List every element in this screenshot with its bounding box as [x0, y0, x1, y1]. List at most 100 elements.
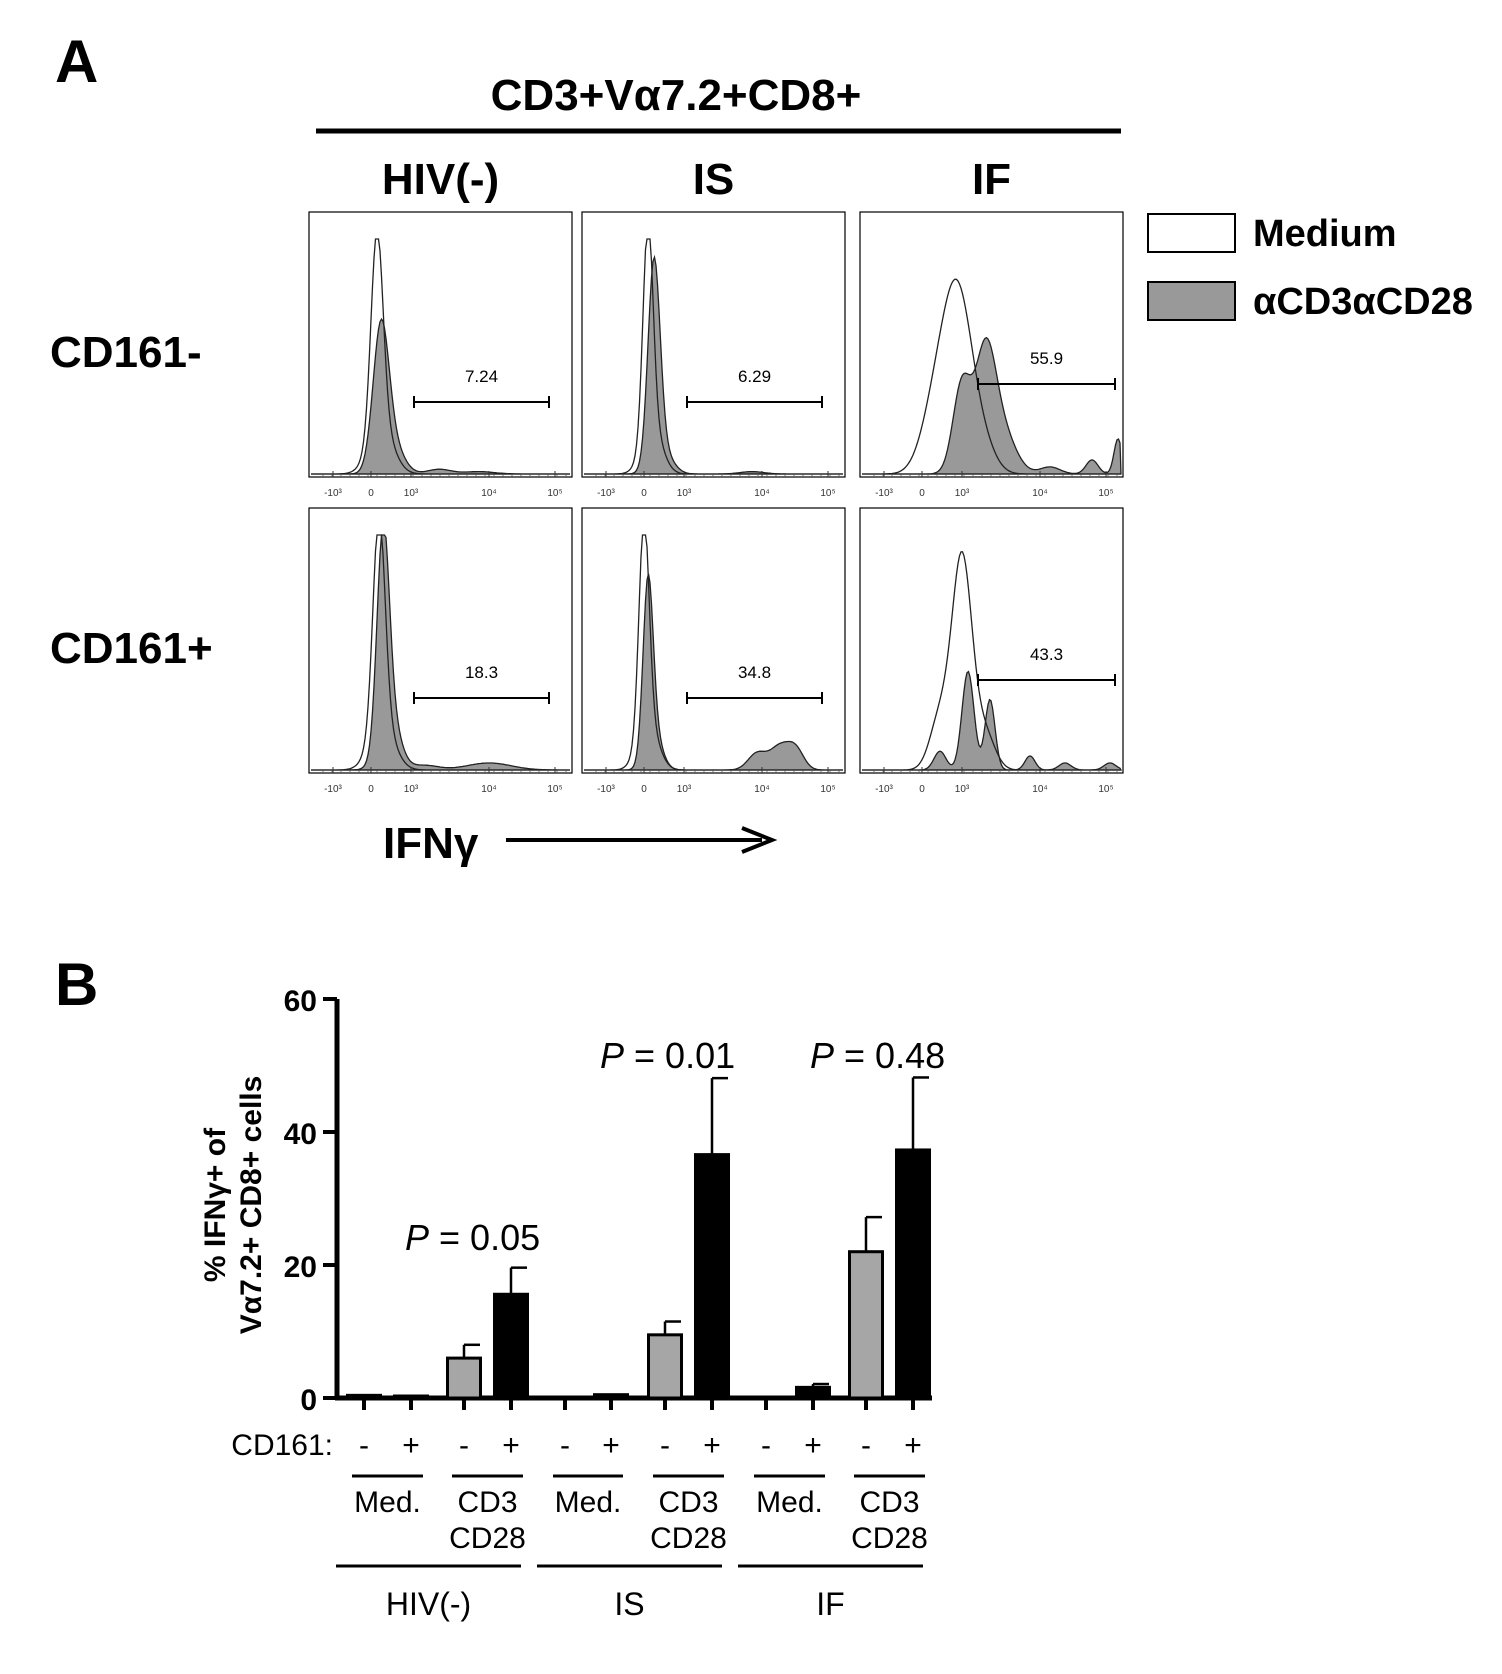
- cd161-sign: -: [359, 1429, 369, 1462]
- bar: [346, 1393, 382, 1400]
- x-tick-label: 10³: [677, 488, 692, 499]
- histogram-panel: 55.9 -10³ 0 10³ 10⁴ 10⁵: [859, 211, 1124, 499]
- medium-histogram: [584, 534, 843, 771]
- treatment-label-line1: Med.: [354, 1486, 421, 1519]
- x-tick-label: 0: [641, 784, 647, 795]
- x-tick-label: 10⁵: [820, 488, 835, 499]
- legend-swatch: [1147, 213, 1236, 253]
- cd161-sign: -: [560, 1429, 570, 1462]
- y-tick-label: 40: [284, 1118, 317, 1151]
- plot-frame: [308, 211, 573, 478]
- treatment-label-line1: CD3: [859, 1486, 919, 1519]
- bar: [446, 1356, 482, 1400]
- row-header: CD161+: [50, 624, 213, 673]
- x-tick-label: 0: [368, 488, 374, 499]
- panel-a-header: CD3+Vα7.2+CD8+: [491, 71, 862, 120]
- panel-b-letter: B: [55, 951, 98, 1018]
- p-value-text: = 0.48: [834, 1035, 945, 1076]
- cd161-sign: -: [761, 1429, 771, 1462]
- x-tick-label: -10³: [875, 784, 893, 795]
- x-tick-label: 10⁵: [1098, 488, 1113, 499]
- medium-histogram: [311, 534, 570, 771]
- treatment-label-line1: CD3: [457, 1486, 517, 1519]
- treatment-label-line2: CD28: [650, 1522, 727, 1555]
- group-label: IF: [816, 1586, 844, 1622]
- ifng-axis-label: IFNγ: [383, 819, 479, 868]
- x-tick-label: 0: [919, 488, 925, 499]
- y-tick-label: 60: [284, 985, 317, 1018]
- x-tick-label: 10³: [955, 488, 970, 499]
- bar: [694, 1153, 730, 1400]
- bar: [593, 1393, 629, 1400]
- legend-label: αCD3αCD28: [1253, 281, 1473, 323]
- p-symbol: P: [405, 1217, 429, 1258]
- x-tick-label: 10⁵: [547, 488, 562, 499]
- treatment-label-line2: CD28: [851, 1522, 928, 1555]
- panel-a-letter: A: [55, 28, 98, 95]
- treatment-label-line1: CD3: [658, 1486, 718, 1519]
- x-tick-label: 0: [919, 784, 925, 795]
- y-tick-label: 20: [284, 1251, 317, 1284]
- column-header: IS: [693, 155, 735, 204]
- group-label: IS: [614, 1586, 644, 1622]
- ifng-arrow-head: [741, 826, 778, 854]
- histogram-panel: 18.3 -10³ 0 10³ 10⁴ 10⁵: [308, 507, 573, 795]
- gate-value: 7.24: [465, 367, 498, 386]
- x-tick-label: 10³: [677, 784, 692, 795]
- histogram-panel: 34.8 -10³ 0 10³ 10⁴ 10⁵: [581, 507, 846, 795]
- p-symbol: P: [600, 1035, 624, 1076]
- column-header: HIV(-): [382, 155, 499, 204]
- plot-frame: [308, 507, 573, 774]
- p-symbol: P: [810, 1035, 834, 1076]
- bar: [393, 1394, 429, 1400]
- x-tick-label: 0: [641, 488, 647, 499]
- cd161-sign: +: [804, 1429, 822, 1462]
- p-value-text: = 0.05: [429, 1217, 540, 1258]
- plot-frame: [581, 211, 846, 478]
- medium-histogram: [584, 238, 843, 475]
- treatment-label-line1: Med.: [555, 1486, 622, 1519]
- medium-histogram: [311, 238, 570, 475]
- p-value: P = 0.48: [810, 1035, 945, 1076]
- histogram-panel: 7.24 -10³ 0 10³ 10⁴ 10⁵: [308, 211, 573, 499]
- bar: [848, 1250, 884, 1400]
- x-tick-label: 10³: [404, 488, 419, 499]
- histogram-panel: 43.3 -10³ 0 10³ 10⁴ 10⁵: [859, 507, 1124, 795]
- cd161-sign: -: [861, 1429, 871, 1462]
- bar: [895, 1148, 931, 1400]
- legend-label: Medium: [1253, 213, 1397, 255]
- column-header: IF: [972, 155, 1011, 204]
- y-axis-label-line1: % IFNγ+ of: [199, 1127, 232, 1282]
- bar: [795, 1385, 831, 1400]
- x-tick-label: 0: [368, 784, 374, 795]
- histogram-panel: 6.29 -10³ 0 10³ 10⁴ 10⁵: [581, 211, 846, 499]
- treatment-label-line2: CD28: [449, 1522, 526, 1555]
- x-tick-label: 10⁴: [481, 784, 496, 795]
- bar: [647, 1333, 683, 1400]
- gate-value: 34.8: [738, 663, 771, 682]
- gate-value: 6.29: [738, 367, 771, 386]
- x-tick-label: -10³: [875, 488, 893, 499]
- x-tick-label: 10³: [955, 784, 970, 795]
- gate-value: 43.3: [1030, 645, 1063, 664]
- y-axis-label-line2: Vα7.2+ CD8+ cells: [235, 1076, 268, 1335]
- cd161-sign: -: [660, 1429, 670, 1462]
- cd161-sign: +: [402, 1429, 420, 1462]
- x-tick-label: 10⁵: [547, 784, 562, 795]
- plot-frame: [581, 507, 846, 774]
- x-tick-label: 10⁴: [754, 488, 769, 499]
- x-tick-label: 10⁴: [754, 784, 769, 795]
- x-tick-label: 10⁵: [820, 784, 835, 795]
- cd161-sign: +: [602, 1429, 620, 1462]
- treatment-label-line1: Med.: [756, 1486, 823, 1519]
- x-tick-label: 10⁴: [481, 488, 496, 499]
- y-axis-label: % IFNγ+ of Vα7.2+ CD8+ cells: [199, 1076, 268, 1335]
- x-tick-label: 10⁴: [1032, 784, 1047, 795]
- x-tick-label: 10³: [404, 784, 419, 795]
- y-tick-label: 0: [300, 1384, 317, 1417]
- x-tick-label: -10³: [324, 488, 342, 499]
- medium-histogram: [862, 551, 1121, 771]
- x-tick-label: -10³: [324, 784, 342, 795]
- x-tick-label: 10⁵: [1098, 784, 1113, 795]
